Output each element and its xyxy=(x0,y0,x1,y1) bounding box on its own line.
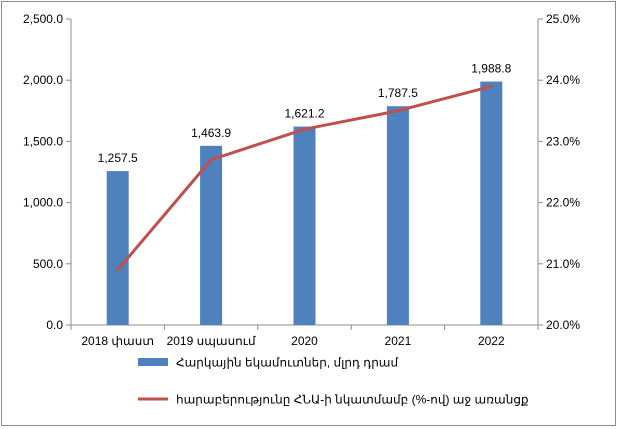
ratio-point xyxy=(209,158,213,162)
right-tick-label: 23.0% xyxy=(546,134,580,148)
left-tick-label: 1,500.0 xyxy=(23,134,63,148)
bar xyxy=(200,145,223,325)
bar-value-label: 1,787.5 xyxy=(378,86,418,100)
legend-swatch-bar xyxy=(138,358,168,366)
right-tick-label: 25.0% xyxy=(546,12,580,26)
left-tick-label: 2,000.0 xyxy=(23,73,63,87)
bar-value-label: 1,463.9 xyxy=(191,126,231,140)
x-tick-label: 2019 սպասում xyxy=(167,334,256,348)
left-tick-label: 0.0 xyxy=(46,318,63,332)
ratio-point xyxy=(303,127,306,131)
legend-label-bar: Հարկային եկամուտներ, մլրդ դրամ xyxy=(176,356,398,370)
bar xyxy=(480,81,503,325)
left-tick-label: 1,000.0 xyxy=(23,196,63,210)
bars-layer xyxy=(106,81,503,326)
right-tick-label: 20.0% xyxy=(546,318,580,332)
right-tick-label: 24.0% xyxy=(546,73,580,87)
bar xyxy=(293,126,316,325)
line-layer xyxy=(116,84,493,272)
bar xyxy=(106,171,129,325)
left-tick-label: 2,500.0 xyxy=(23,12,63,26)
x-tick-label: 2018 փաստ xyxy=(81,334,154,348)
right-tick-label: 22.0% xyxy=(546,196,580,210)
ratio-point xyxy=(116,268,120,272)
legend-label-line: հարաբերությունը ՀՆԱ-ի նկատմամբ (%-ով) աջ… xyxy=(176,393,529,407)
right-tick-label: 21.0% xyxy=(546,257,580,271)
ratio-point xyxy=(396,109,400,113)
bar xyxy=(386,106,409,326)
axes-layer: 0.0 500.0 1,000.0 1,500.0 2,000.0 2,500.0 20.0… xyxy=(23,12,580,348)
x-tick-label: 2020 xyxy=(291,334,318,348)
x-tick-label: 2022 xyxy=(478,334,505,348)
ratio-point xyxy=(489,84,493,88)
bar-value-label: 1,257.5 xyxy=(98,151,138,165)
bar-value-label: 1,988.8 xyxy=(471,62,511,76)
legend: Հարկային եկամուտներ, մլրդ դրամ հարաբերու… xyxy=(138,356,529,407)
x-tick-label: 2021 xyxy=(385,334,412,348)
bar-value-label: 1,621.2 xyxy=(284,107,324,121)
left-tick-label: 500.0 xyxy=(33,257,63,271)
labels-layer: 1,257.5 1,463.9 1,621.2 1,787.5 1,988.8 xyxy=(98,62,512,166)
